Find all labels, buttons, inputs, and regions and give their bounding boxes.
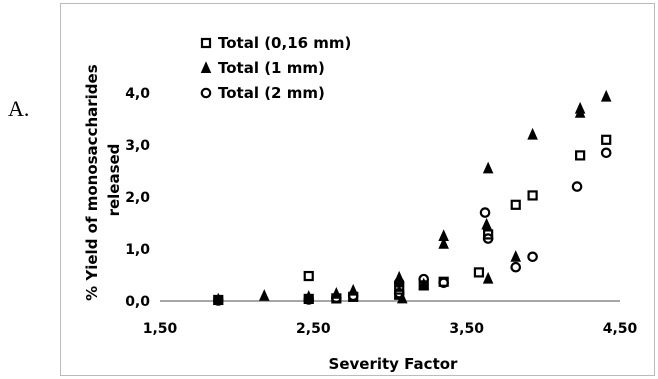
y-tick-label: 1,0 bbox=[125, 242, 150, 258]
y-tick-label: 2,0 bbox=[125, 190, 150, 206]
circle-data-point bbox=[303, 294, 315, 305]
legend-marker-square bbox=[200, 37, 212, 49]
circle-data-point bbox=[482, 233, 494, 244]
square-data-point bbox=[510, 199, 521, 210]
triangle-data-point bbox=[527, 127, 538, 140]
y-axis-title-line-1: % Yield of monosaccharides bbox=[83, 64, 101, 301]
circle-data-point bbox=[600, 147, 612, 159]
legend-label: Total (1 mm) bbox=[218, 59, 325, 77]
triangle-data-point bbox=[574, 106, 586, 118]
x-tick-label: 2,50 bbox=[296, 321, 331, 337]
triangle-data-point bbox=[482, 161, 494, 174]
square-data-point bbox=[303, 270, 314, 282]
legend-marker-circle bbox=[200, 87, 212, 99]
data-points bbox=[212, 89, 612, 306]
triangle-data-point bbox=[482, 271, 494, 284]
x-axis-title: Severity Factor bbox=[329, 355, 458, 373]
square-data-point bbox=[473, 267, 485, 278]
legend-label: Total (0,16 mm) bbox=[218, 34, 351, 52]
square-data-point bbox=[483, 229, 494, 240]
y-tick-label: 3,0 bbox=[125, 138, 150, 154]
circle-data-point bbox=[331, 292, 342, 304]
y-tick-label: 4,0 bbox=[125, 86, 150, 102]
circle-data-point bbox=[571, 181, 583, 192]
circle-data-point bbox=[393, 287, 405, 299]
chart-border bbox=[60, 3, 655, 376]
square-data-point bbox=[527, 190, 538, 201]
y-axis-title: % Yield of monosaccharides released bbox=[83, 59, 123, 301]
circle-data-point bbox=[527, 251, 538, 263]
circle-data-point bbox=[212, 295, 224, 306]
x-tick-label: 3,50 bbox=[449, 321, 484, 337]
y-axis-ticks: 0,0 1,0 2,0 3,0 4,0 bbox=[125, 86, 150, 310]
circle-data-point bbox=[393, 277, 405, 289]
y-axis-title-line-2: released bbox=[105, 144, 123, 217]
circle-data-point bbox=[438, 277, 449, 289]
square-data-point bbox=[601, 134, 612, 145]
x-axis-ticks: 1,50 2,50 3,50 4,50 bbox=[143, 321, 638, 337]
circle-data-point bbox=[510, 261, 522, 273]
panel-label: A. bbox=[8, 96, 30, 121]
legend: Total (0,16 mm) Total (1 mm) Total (2 mm) bbox=[200, 34, 351, 102]
triangle-data-point bbox=[438, 237, 449, 249]
circle-data-point bbox=[479, 207, 491, 218]
triangle-data-point bbox=[258, 289, 270, 301]
y-tick-label: 0,0 bbox=[125, 294, 150, 310]
triangle-data-point bbox=[600, 89, 612, 102]
circle-data-point bbox=[418, 273, 430, 285]
legend-label: Total (2 mm) bbox=[218, 84, 325, 102]
square-data-point bbox=[575, 150, 586, 161]
triangle-data-point bbox=[393, 274, 405, 287]
x-tick-label: 4,50 bbox=[603, 321, 638, 337]
x-tick-label: 1,50 bbox=[143, 321, 178, 337]
triangle-data-point bbox=[481, 217, 492, 230]
legend-marker-triangle bbox=[200, 61, 212, 73]
circle-data-point bbox=[347, 290, 359, 302]
triangle-data-point bbox=[510, 250, 522, 262]
